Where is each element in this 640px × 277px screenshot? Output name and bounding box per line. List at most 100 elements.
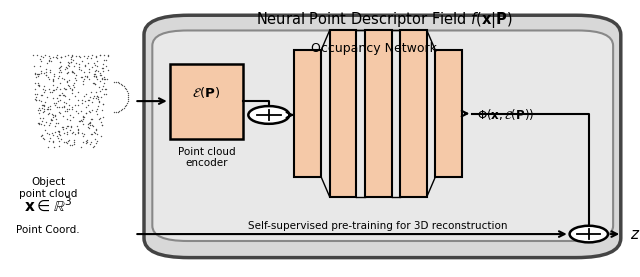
Circle shape	[570, 226, 608, 242]
Point	[74, 54, 84, 58]
Point	[54, 65, 65, 69]
Point	[59, 104, 69, 108]
Point	[61, 126, 71, 130]
Point	[52, 85, 62, 89]
Point	[93, 99, 104, 103]
Point	[97, 108, 107, 112]
Point	[74, 61, 84, 66]
Point	[111, 79, 121, 84]
Point	[63, 124, 73, 129]
Point	[67, 107, 77, 112]
Point	[63, 84, 74, 89]
Point	[96, 134, 106, 138]
Point	[123, 95, 133, 99]
Point	[84, 77, 94, 81]
Point	[85, 123, 95, 128]
Point	[60, 66, 70, 71]
Point	[38, 103, 49, 107]
Point	[51, 117, 61, 121]
Point	[89, 144, 99, 148]
Point	[98, 102, 108, 106]
Point	[81, 138, 92, 143]
Point	[68, 64, 79, 68]
Point	[82, 140, 92, 144]
Point	[69, 84, 79, 89]
Point	[78, 114, 88, 118]
Point	[51, 124, 61, 128]
Point	[62, 124, 72, 128]
Point	[68, 142, 79, 146]
Point	[83, 102, 93, 107]
Point	[92, 112, 102, 116]
Point	[36, 102, 47, 107]
Point	[39, 109, 49, 113]
Point	[45, 67, 56, 72]
Point	[49, 144, 59, 149]
FancyBboxPatch shape	[400, 30, 427, 197]
Point	[56, 137, 66, 141]
Point	[61, 65, 71, 69]
Point	[36, 133, 47, 137]
Point	[62, 79, 72, 83]
Point	[82, 75, 92, 79]
Point	[90, 63, 100, 67]
Point	[62, 71, 72, 75]
Point	[65, 143, 76, 148]
Point	[73, 111, 83, 115]
Point	[49, 87, 60, 92]
Point	[63, 63, 73, 67]
Point	[90, 82, 100, 86]
Point	[68, 71, 79, 76]
Point	[55, 133, 65, 137]
Point	[31, 94, 41, 99]
Point	[92, 127, 102, 131]
Point	[68, 83, 78, 88]
Point	[55, 59, 65, 64]
Point	[36, 71, 47, 75]
Point	[121, 87, 131, 91]
Point	[36, 93, 47, 97]
Point	[67, 91, 77, 95]
Point	[90, 69, 100, 73]
Point	[71, 72, 81, 77]
Point	[30, 87, 40, 91]
Point	[78, 79, 88, 83]
Point	[77, 101, 87, 105]
Point	[93, 69, 103, 73]
Point	[86, 56, 96, 60]
Point	[74, 119, 84, 123]
Point	[73, 90, 83, 94]
Point	[44, 105, 54, 109]
Point	[55, 98, 65, 102]
Point	[44, 132, 54, 137]
Point	[86, 132, 97, 136]
Point	[58, 113, 68, 118]
Point	[48, 133, 58, 137]
Point	[59, 140, 69, 145]
Point	[54, 73, 64, 78]
Point	[83, 121, 93, 126]
Point	[65, 86, 75, 90]
Point	[85, 117, 95, 122]
Point	[97, 86, 107, 91]
Point	[47, 139, 58, 143]
Point	[48, 96, 58, 101]
Point	[96, 120, 106, 124]
Point	[116, 81, 126, 86]
Point	[64, 61, 74, 65]
Point	[44, 123, 54, 127]
Point	[87, 65, 97, 69]
Point	[63, 78, 74, 82]
Point	[84, 109, 94, 113]
Point	[78, 139, 88, 144]
Point	[40, 88, 50, 93]
Point	[35, 116, 45, 120]
Point	[77, 75, 87, 79]
Point	[30, 97, 40, 102]
Point	[33, 74, 43, 78]
Point	[45, 70, 55, 74]
Point	[35, 120, 45, 125]
Point	[94, 117, 104, 121]
Point	[34, 106, 44, 110]
Point	[98, 83, 108, 88]
